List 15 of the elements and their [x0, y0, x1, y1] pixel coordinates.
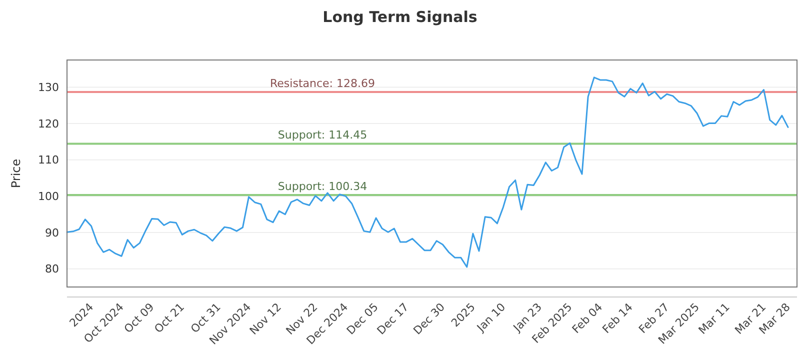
chart-title: Long Term Signals — [322, 8, 478, 26]
y-tick-label: 100 — [38, 190, 59, 204]
line-series — [66, 76, 789, 268]
x-tick-label: Jan 10 — [474, 300, 508, 335]
ref-line-label: Resistance: 128.69 — [270, 77, 375, 90]
y-tick-label: 120 — [38, 117, 59, 130]
y-tick-label: 80 — [45, 262, 59, 276]
y-axis-title: Price — [9, 158, 23, 188]
y-tick-label: 110 — [38, 154, 59, 167]
ref-line-label: Support: 100.34 — [278, 180, 368, 193]
x-tick-label: Oct 21 — [152, 300, 187, 336]
y-tick-label: 130 — [38, 81, 59, 94]
x-tick-label: Dec 30 — [410, 300, 448, 338]
y-tick-label: 90 — [45, 226, 59, 240]
ref-line-label: Support: 114.45 — [278, 128, 368, 142]
